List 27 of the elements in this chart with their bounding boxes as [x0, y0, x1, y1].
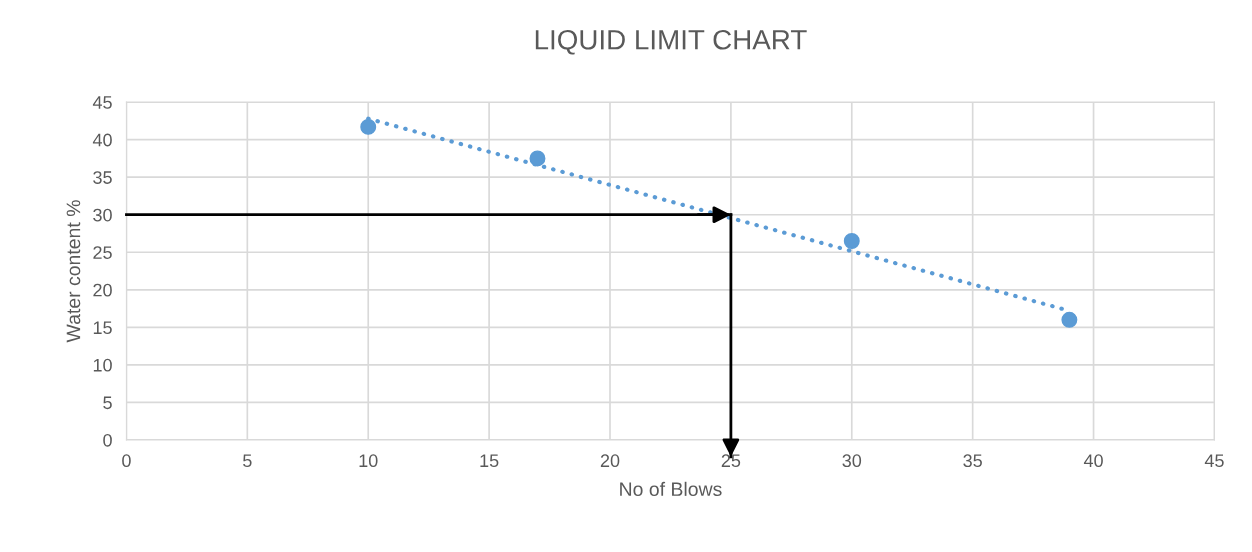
- point: [529, 150, 546, 167]
- point: [1061, 311, 1078, 328]
- y-tick-label: 45: [92, 96, 112, 109]
- x-tick-label: 15: [480, 454, 499, 468]
- y-tick-label: 5: [103, 396, 112, 410]
- x-tick-label: 5: [243, 454, 252, 468]
- x-axis-title: No of Blows: [620, 481, 722, 497]
- point: [360, 118, 377, 135]
- y-tick-label: 10: [93, 358, 112, 372]
- x-tick-label: 0: [122, 454, 131, 468]
- x-tick-label: 45: [1204, 454, 1224, 468]
- y-tick-label: 35: [93, 171, 112, 184]
- x-tick-label: 20: [600, 454, 620, 468]
- y-tick-label: 25: [93, 246, 112, 259]
- y-axis-title: Water content %: [66, 200, 81, 343]
- y-tick-label: 20: [93, 283, 112, 297]
- y-tick-label: 15: [93, 321, 112, 335]
- x-tick-label: 30: [842, 454, 862, 468]
- y-tick-label: 40: [92, 133, 112, 147]
- x-tick-label: 40: [1083, 454, 1103, 468]
- y-tick-label: 30: [93, 208, 112, 222]
- y-tick-label: 0: [103, 433, 112, 447]
- x-tick-label: 10: [359, 454, 378, 468]
- x-tick-label: 35: [963, 454, 982, 468]
- point: [843, 233, 860, 249]
- chart-title: LIQUID LIMIT CHART: [535, 29, 807, 55]
- x-tick-label: 25: [721, 454, 741, 468]
